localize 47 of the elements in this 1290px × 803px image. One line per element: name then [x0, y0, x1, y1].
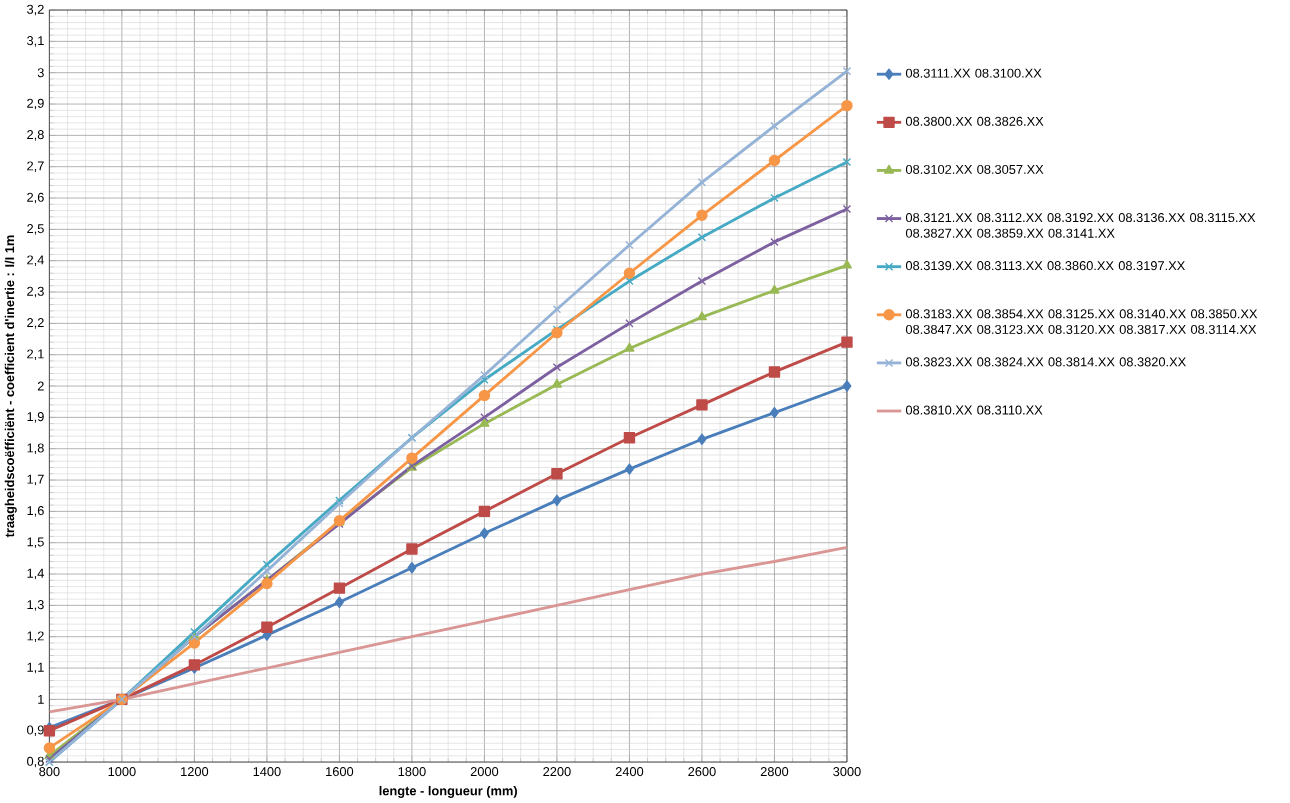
y-tick-label: 1,1	[27, 662, 44, 674]
x-tick-label: 3000	[833, 767, 861, 777]
x-tick-label: 2400	[615, 767, 644, 777]
y-tick-label: 1,3	[27, 600, 44, 611]
y-tick-label: 1,8	[27, 443, 44, 455]
y-tick-label: 1,5	[27, 537, 44, 549]
y-tick-label: 2	[37, 381, 44, 391]
y-tick-label: 1	[38, 695, 44, 704]
y-tick-label: 3	[37, 68, 44, 78]
y-tick-label: 3,1	[27, 36, 44, 47]
y-tick-label: 2,3	[27, 286, 44, 298]
y-tick-label: 1,9	[27, 412, 44, 423]
legend-label: 08.3823.XX 08.3824.XX 08.3814.XX 08.3820.XX	[905, 357, 1186, 367]
y-tick-label: 2,6	[27, 192, 44, 204]
legend-label: 08.3121.XX 08.3112.XX 08.3192.XX 08.3136.XX 08.3115.XX 08.3827.XX 08.3859.XX 08.3141.XX	[905, 213, 1256, 238]
y-tick-label: 0,8	[27, 756, 44, 768]
x-tick-label: 1800	[398, 767, 426, 777]
x-tick-label: 1200	[181, 767, 209, 777]
x-tick-label: 2600	[688, 767, 716, 777]
y-tick-label: 1,7	[27, 474, 44, 486]
legend-label: 08.3810.XX 08.3110.XX	[905, 405, 1043, 415]
y-axis-title: traagheidscoëfficiënt - coefficient d'inertie : I/I 1m	[4, 235, 17, 538]
y-tick-label: 2,4	[27, 255, 44, 267]
legend-label: 08.3183.XX 08.3854.XX 08.3125.XX 08.3140.XX 08.3850.XX 08.3847.XX 08.3123.XX 08.3120.XX 08.3817.XX 08.3114.XX	[905, 309, 1258, 335]
legend-label: 08.3102.XX 08.3057.XX	[905, 165, 1044, 175]
legend-label: 08.3139.XX 08.3113.XX 08.3860.XX 08.3197.XX	[905, 261, 1185, 271]
y-tick-label: 2,2	[27, 318, 44, 329]
y-tick-label: 1,6	[27, 506, 44, 517]
y-tick-label: 2,9	[27, 98, 44, 110]
x-tick-label: 2000	[470, 767, 499, 777]
legend-label: 08.3111.XX 08.3100.XX	[905, 68, 1042, 78]
x-axis-title: lengte - longueur (mm)	[379, 786, 517, 799]
x-tick-label: 2800	[760, 767, 789, 777]
y-tick-label: 2,8	[27, 130, 44, 141]
x-tick-label: 1000	[108, 767, 136, 777]
y-tick-label: 0,9	[27, 725, 44, 737]
x-tick-label: 1400	[253, 767, 281, 777]
y-tick-label: 2,1	[27, 349, 44, 361]
y-tick-label: 3,2	[27, 4, 44, 16]
x-tick-label: 2200	[543, 767, 571, 777]
x-tick-label: 1600	[326, 767, 354, 777]
y-tick-label: 2,7	[27, 161, 44, 173]
legend-label: 08.3800.XX 08.3826.XX	[905, 116, 1044, 127]
y-tick-label: 2,5	[27, 224, 44, 235]
y-tick-label: 1,4	[27, 568, 44, 580]
y-tick-label: 1,2	[27, 631, 44, 643]
x-tick-label: 800	[39, 767, 60, 777]
